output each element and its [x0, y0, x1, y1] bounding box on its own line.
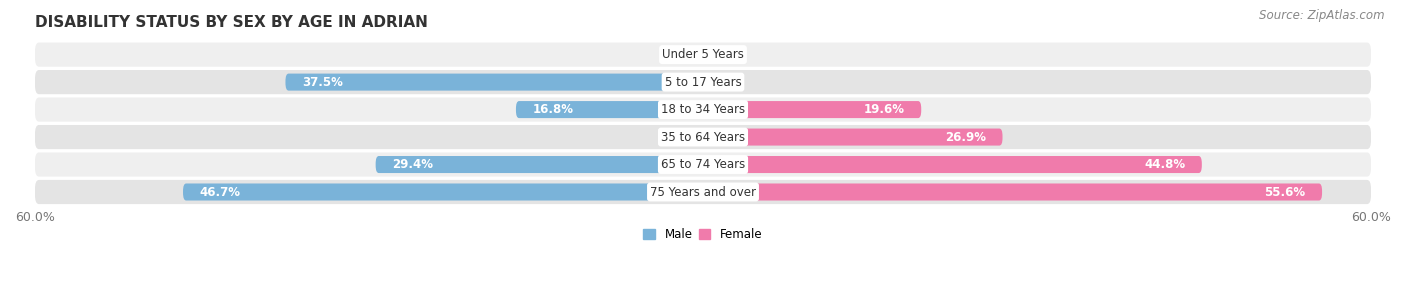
Legend: Male, Female: Male, Female	[638, 224, 768, 246]
FancyBboxPatch shape	[35, 180, 1371, 204]
FancyBboxPatch shape	[703, 128, 1002, 145]
FancyBboxPatch shape	[35, 42, 1371, 67]
Text: 19.6%: 19.6%	[863, 103, 904, 116]
Text: 5 to 17 Years: 5 to 17 Years	[665, 76, 741, 89]
Text: Under 5 Years: Under 5 Years	[662, 48, 744, 61]
Text: DISABILITY STATUS BY SEX BY AGE IN ADRIAN: DISABILITY STATUS BY SEX BY AGE IN ADRIA…	[35, 15, 427, 30]
Text: Source: ZipAtlas.com: Source: ZipAtlas.com	[1260, 9, 1385, 22]
Text: 0.0%: 0.0%	[714, 76, 744, 89]
Text: 26.9%: 26.9%	[945, 131, 986, 144]
FancyBboxPatch shape	[183, 184, 703, 200]
Text: 0.0%: 0.0%	[662, 131, 692, 144]
FancyBboxPatch shape	[703, 101, 921, 118]
FancyBboxPatch shape	[285, 74, 703, 91]
Text: 16.8%: 16.8%	[533, 103, 574, 116]
FancyBboxPatch shape	[35, 98, 1371, 122]
FancyBboxPatch shape	[35, 70, 1371, 94]
Text: 35 to 64 Years: 35 to 64 Years	[661, 131, 745, 144]
FancyBboxPatch shape	[703, 184, 1322, 200]
Text: 29.4%: 29.4%	[392, 158, 433, 171]
FancyBboxPatch shape	[375, 156, 703, 173]
FancyBboxPatch shape	[35, 152, 1371, 177]
Text: 0.0%: 0.0%	[662, 48, 692, 61]
Text: 37.5%: 37.5%	[302, 76, 343, 89]
Text: 0.0%: 0.0%	[714, 48, 744, 61]
Text: 55.6%: 55.6%	[1264, 185, 1305, 199]
FancyBboxPatch shape	[516, 101, 703, 118]
FancyBboxPatch shape	[703, 156, 1202, 173]
Text: 44.8%: 44.8%	[1144, 158, 1185, 171]
Text: 65 to 74 Years: 65 to 74 Years	[661, 158, 745, 171]
Text: 18 to 34 Years: 18 to 34 Years	[661, 103, 745, 116]
Text: 75 Years and over: 75 Years and over	[650, 185, 756, 199]
Text: 46.7%: 46.7%	[200, 185, 240, 199]
FancyBboxPatch shape	[35, 125, 1371, 149]
